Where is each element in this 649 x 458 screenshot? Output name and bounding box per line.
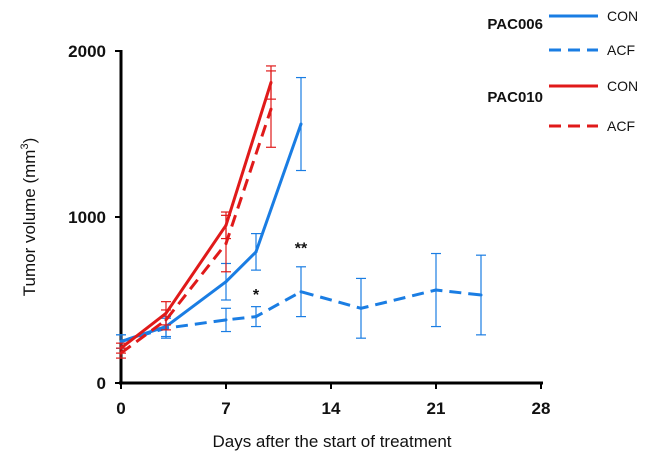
legend-group-label: PAC010 (487, 89, 543, 106)
legend-entry-label: ACF (607, 42, 635, 58)
data-point (224, 318, 228, 322)
series-line-pac010-acf (120, 108, 273, 355)
x-tick-label: 14 (322, 399, 341, 418)
series-pac006-con (116, 76, 306, 349)
legend-entry-label: CON (607, 8, 638, 24)
y-tick-label: 1000 (68, 208, 106, 227)
x-tick-label: 0 (116, 399, 125, 418)
x-tick-label: 7 (221, 399, 230, 418)
x-axis-title: Days after the start of treatment (212, 432, 451, 451)
series-pac010-acf (116, 70, 276, 359)
y-axis-title-close: ) (20, 138, 39, 144)
data-point (434, 288, 438, 292)
axes (119, 50, 543, 385)
data-point (119, 351, 123, 355)
data-point (224, 280, 228, 284)
legend-entry-label: ACF (607, 118, 635, 134)
legend: PAC006 CON ACF PAC010 CON ACF (487, 8, 638, 134)
y-axis-title-main: Tumor volume (mm (20, 150, 39, 297)
series-pac010-con (116, 65, 276, 354)
data-point (299, 290, 303, 294)
significance-annotation: * (253, 287, 260, 304)
y-tick-label: 0 (97, 374, 106, 393)
series-line-pac006-con (120, 123, 303, 343)
data-point (164, 318, 168, 322)
legend-group-label: PAC006 (487, 16, 543, 33)
data-point (254, 315, 258, 319)
series-layer (116, 65, 486, 359)
data-point (299, 122, 303, 126)
x-ticks: 0 7 14 21 28 (116, 383, 550, 418)
series-pac006-acf (116, 252, 486, 349)
x-tick-label: 28 (532, 399, 551, 418)
series-line-pac010-con (120, 82, 273, 350)
data-point (119, 340, 123, 343)
data-point (359, 306, 363, 310)
y-tick-label: 2000 (68, 42, 106, 61)
data-point (479, 293, 483, 297)
legend-entry-label: CON (607, 78, 638, 94)
data-point (254, 250, 258, 254)
y-ticks: 0 1000 2000 (68, 42, 121, 393)
significance-annotation: ** (295, 241, 308, 258)
y-axis-title-superscript: 3 (19, 143, 31, 149)
data-point (224, 242, 228, 246)
x-tick-label: 21 (427, 399, 446, 418)
data-point (269, 107, 273, 111)
series-line-pac006-acf (120, 288, 482, 343)
y-axis-title: Tumor volume (mm3) (19, 138, 39, 297)
annotations: *** (253, 241, 308, 304)
